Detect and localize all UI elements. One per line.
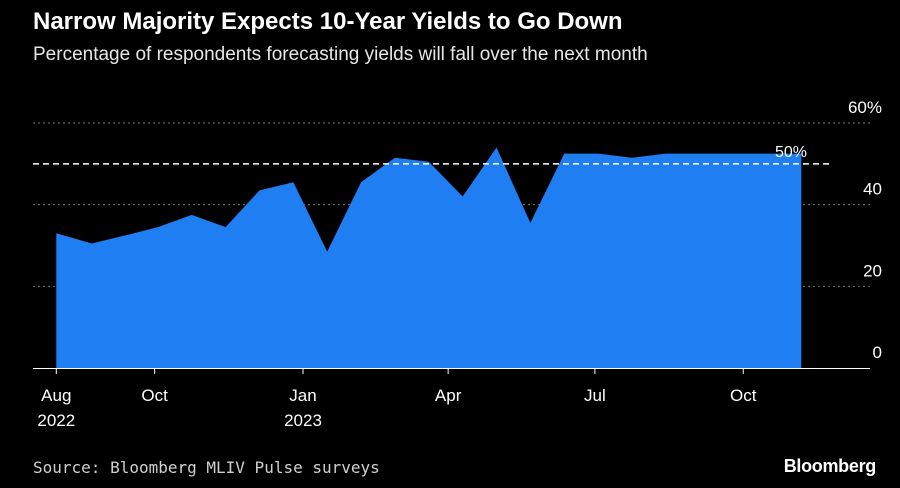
y-tick-label: 20 bbox=[863, 261, 882, 280]
source-note: Source: Bloomberg MLIV Pulse surveys bbox=[33, 458, 380, 477]
x-tick-label: Oct bbox=[141, 386, 168, 405]
x-tick-sublabel: 2023 bbox=[284, 411, 322, 430]
x-tick-label: Jan bbox=[289, 386, 316, 405]
x-tick-label: Aug bbox=[41, 386, 71, 405]
reference-line-label: 50% bbox=[775, 144, 807, 161]
bloomberg-logo: Bloomberg bbox=[783, 456, 877, 476]
x-tick-sublabel: 2022 bbox=[37, 411, 75, 430]
y-tick-label: 0 bbox=[873, 343, 882, 362]
x-tick-label: Apr bbox=[435, 386, 462, 405]
area-series bbox=[56, 147, 802, 368]
y-tick-label: 60% bbox=[848, 98, 882, 117]
x-tick-label: Jul bbox=[584, 386, 606, 405]
chart-title: Narrow Majority Expects 10-Year Yields t… bbox=[33, 8, 623, 35]
chart-subtitle: Percentage of respondents forecasting yi… bbox=[33, 44, 648, 65]
x-tick-label: Oct bbox=[730, 386, 757, 405]
y-tick-label: 40 bbox=[863, 180, 882, 199]
